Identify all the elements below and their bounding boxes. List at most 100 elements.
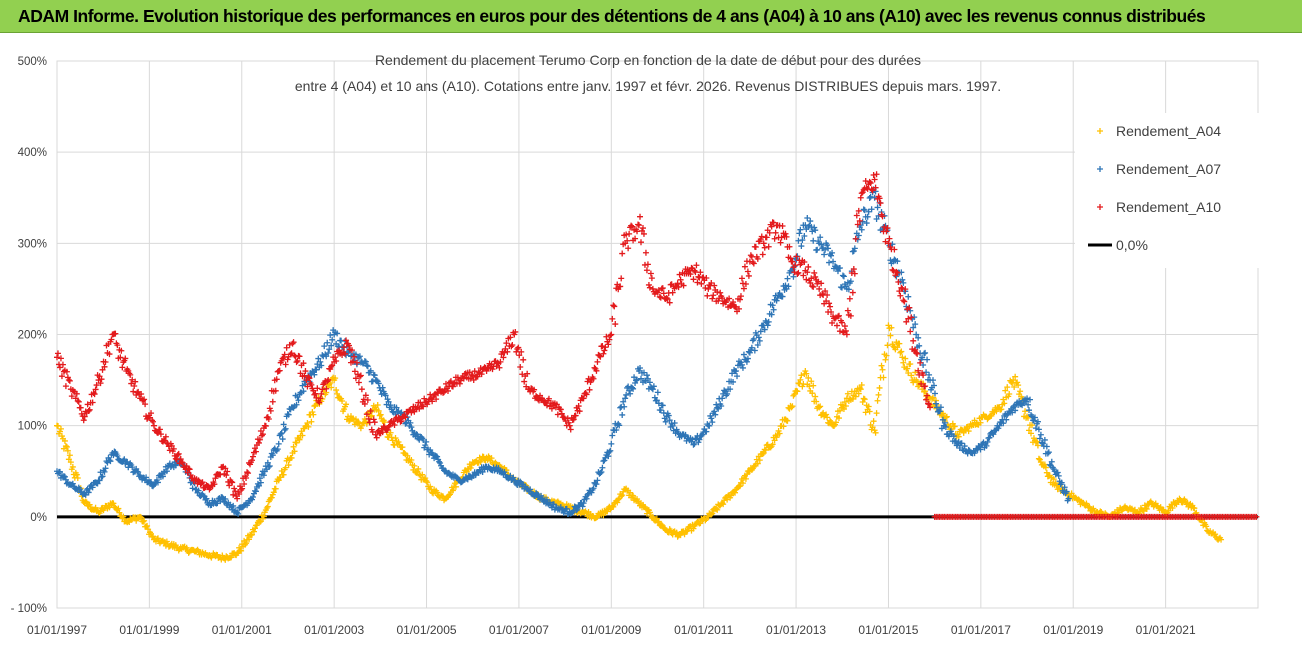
data-point-a07 xyxy=(1031,414,1038,421)
data-point-a07 xyxy=(765,318,772,325)
data-point-a04 xyxy=(675,532,682,539)
data-point-a10 xyxy=(99,366,106,373)
data-point-a10 xyxy=(127,371,134,378)
data-point-a10 xyxy=(893,268,900,275)
data-point-a10 xyxy=(256,436,263,443)
data-point-a10 xyxy=(306,375,313,382)
data-point-a10 xyxy=(85,407,92,414)
data-point-a07 xyxy=(926,371,933,378)
data-point-a10 xyxy=(794,270,801,277)
data-point-a04 xyxy=(343,401,350,408)
data-point-a10 xyxy=(558,410,565,417)
data-point-a04 xyxy=(56,428,63,435)
data-point-a04 xyxy=(1216,535,1223,542)
data-point-a10 xyxy=(639,225,646,232)
data-point-a10 xyxy=(454,374,461,381)
data-point-a04 xyxy=(395,438,402,445)
data-point-a10 xyxy=(431,392,438,399)
data-point-a10 xyxy=(267,407,274,414)
data-point-a10 xyxy=(504,348,511,355)
data-point-a10 xyxy=(590,375,597,382)
data-point-a04 xyxy=(1217,534,1224,541)
data-point-a04 xyxy=(415,465,422,472)
data-point-a10 xyxy=(296,353,303,360)
data-point-a10 xyxy=(54,350,61,357)
data-point-a10 xyxy=(829,319,836,326)
data-point-a04 xyxy=(86,501,93,508)
data-point-a07 xyxy=(1012,407,1019,414)
data-point-a04 xyxy=(377,411,384,418)
data-point-a07 xyxy=(1030,417,1037,424)
data-point-a04 xyxy=(769,441,776,448)
data-point-a10 xyxy=(117,354,124,361)
data-point-a07 xyxy=(682,431,689,438)
data-point-a04 xyxy=(840,406,847,413)
data-point-a07 xyxy=(222,495,229,502)
data-point-a04 xyxy=(890,343,897,350)
x-tick-label: 01/01/2011 xyxy=(674,623,733,637)
data-point-a07 xyxy=(751,347,758,354)
data-point-a10 xyxy=(741,263,748,270)
data-point-a04 xyxy=(865,403,872,410)
data-point-a07 xyxy=(259,468,266,475)
data-point-a04 xyxy=(882,356,889,363)
data-point-a04 xyxy=(761,446,768,453)
x-tick-label: 01/01/2007 xyxy=(489,623,549,637)
data-point-a04 xyxy=(1212,531,1219,538)
data-point-a10 xyxy=(642,249,649,256)
data-point-a04 xyxy=(776,430,783,437)
data-point-a07 xyxy=(732,368,739,375)
data-point-a10 xyxy=(596,352,603,359)
data-point-a07 xyxy=(195,487,202,494)
data-point-a07 xyxy=(202,496,209,503)
data-point-a10 xyxy=(429,398,436,405)
data-point-a10 xyxy=(898,284,905,291)
data-point-a10 xyxy=(705,285,712,292)
data-point-a10 xyxy=(244,469,251,476)
data-point-a04 xyxy=(784,417,791,424)
data-point-a10 xyxy=(687,271,694,278)
data-point-a10 xyxy=(900,297,907,304)
data-point-a10 xyxy=(886,235,893,242)
data-point-a07 xyxy=(56,468,63,475)
data-point-a10 xyxy=(398,418,405,425)
data-point-a10 xyxy=(54,354,60,361)
data-point-a10 xyxy=(744,268,751,275)
data-point-a04 xyxy=(714,506,721,513)
data-point-a07 xyxy=(387,402,394,409)
data-point-a07 xyxy=(311,371,318,378)
chart-title-line2: entre 4 (A04) et 10 ans (A10). Cotations… xyxy=(295,78,1001,94)
data-point-a04 xyxy=(74,474,81,481)
data-point-a07 xyxy=(281,426,288,433)
data-point-a04 xyxy=(305,423,312,430)
data-point-a04 xyxy=(63,443,70,450)
data-point-a04 xyxy=(874,397,881,404)
data-point-a10 xyxy=(792,262,799,269)
data-point-a04 xyxy=(1034,442,1041,449)
data-point-a10 xyxy=(693,262,700,269)
data-point-a10 xyxy=(302,368,309,375)
data-point-a07 xyxy=(922,349,929,356)
data-point-a04 xyxy=(144,522,151,529)
data-point-a07 xyxy=(833,263,839,270)
data-point-a07 xyxy=(757,328,764,335)
data-point-a10 xyxy=(384,426,391,433)
data-point-a10 xyxy=(286,341,293,348)
data-point-a07 xyxy=(748,344,755,351)
data-point-a10 xyxy=(171,452,178,459)
data-point-a10 xyxy=(808,275,815,282)
data-point-a04 xyxy=(771,437,778,444)
data-point-a07 xyxy=(464,476,471,483)
data-point-a10 xyxy=(732,303,739,310)
data-point-a07 xyxy=(986,434,993,441)
data-point-a04 xyxy=(1006,391,1013,398)
data-point-a07 xyxy=(606,448,613,455)
data-point-a04 xyxy=(140,518,147,525)
data-point-a07 xyxy=(598,469,605,476)
data-point-a07 xyxy=(873,216,880,223)
data-point-a04 xyxy=(334,390,341,397)
data-point-a10 xyxy=(618,275,625,282)
x-tick-label: 01/01/2005 xyxy=(397,623,457,637)
data-point-a10 xyxy=(449,383,456,390)
data-point-a10 xyxy=(314,385,321,392)
